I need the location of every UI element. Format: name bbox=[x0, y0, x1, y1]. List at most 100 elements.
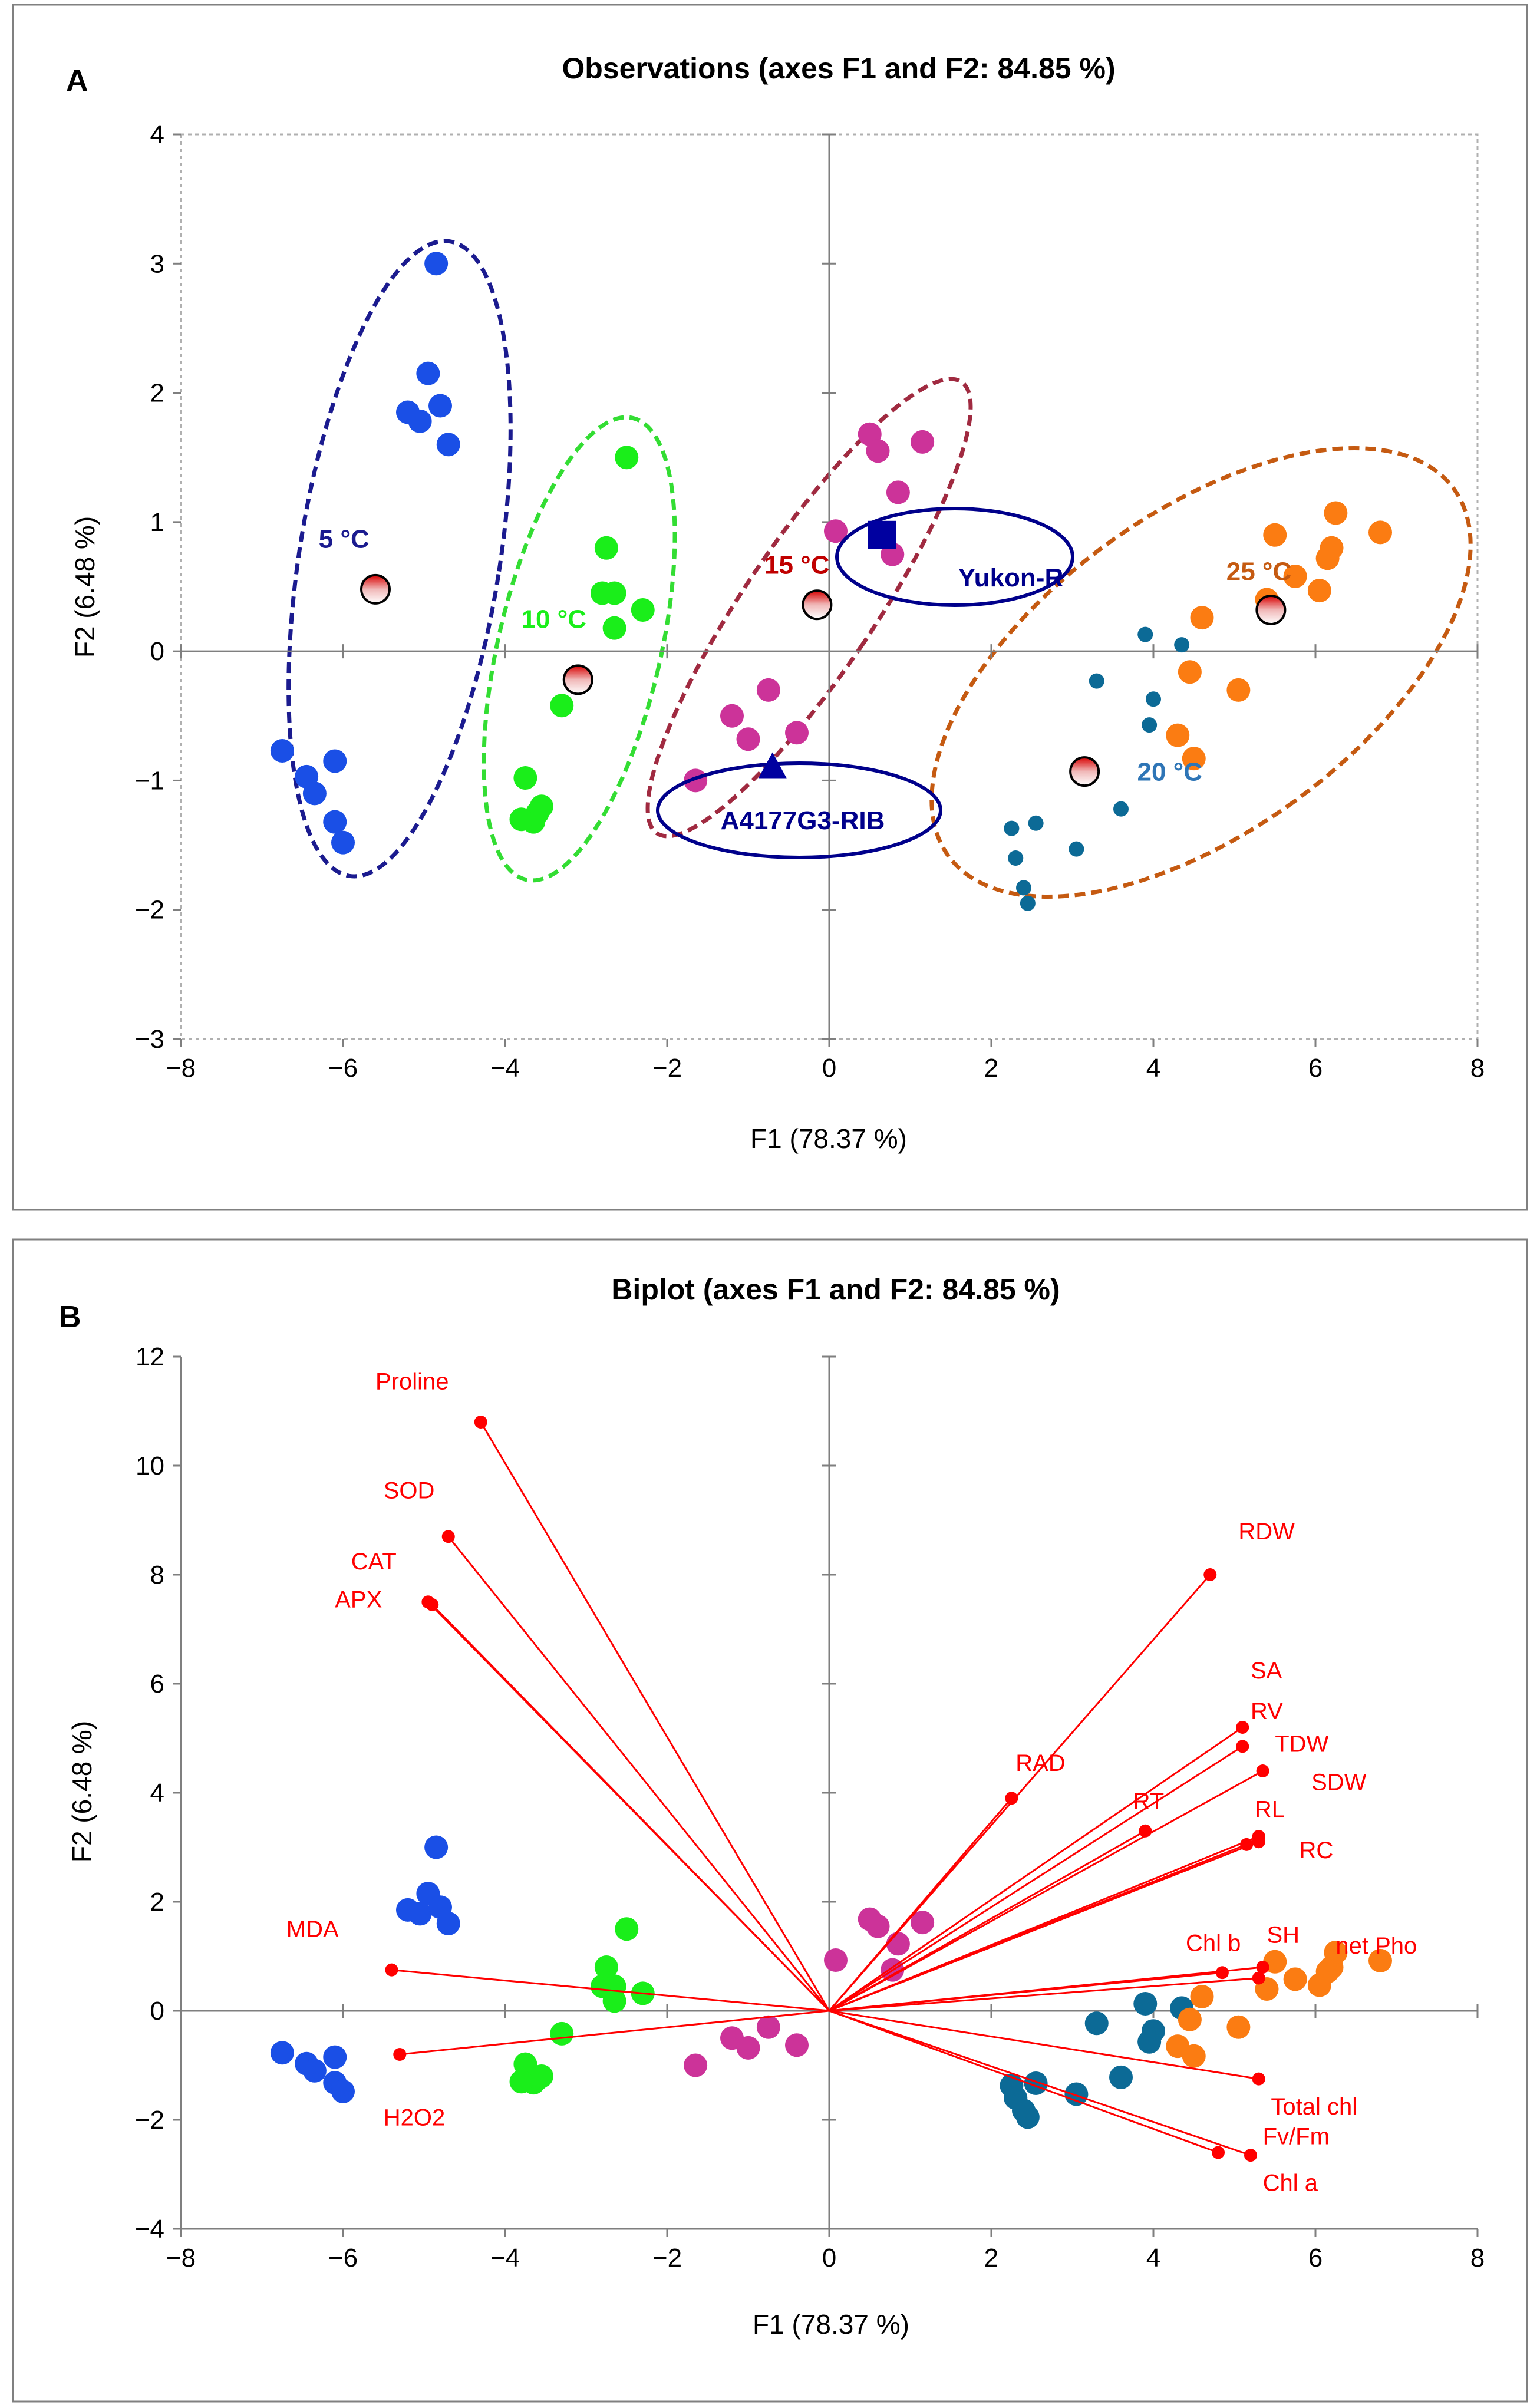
data-point-25c bbox=[1226, 678, 1251, 702]
loading-vector-line bbox=[829, 1977, 1259, 2012]
data-point-20c bbox=[1008, 850, 1024, 866]
variable-label: RC bbox=[1300, 1838, 1334, 1863]
data-point-25c bbox=[1315, 546, 1340, 570]
variable-label: RL bbox=[1255, 1797, 1285, 1823]
variable-label: RT bbox=[1133, 1789, 1165, 1815]
data-point-10c bbox=[602, 616, 626, 640]
panel-a-cultivar-ovals bbox=[656, 507, 1074, 859]
loading-vector-tip bbox=[385, 1963, 398, 1977]
x-tick-label: 0 bbox=[822, 2244, 836, 2272]
cultivar-label: A4177G3-RIB bbox=[721, 806, 885, 835]
data-point-20c bbox=[1069, 841, 1084, 857]
centroid-marker bbox=[1255, 594, 1287, 625]
x-tick-label: 0 bbox=[822, 1054, 836, 1083]
data-point-25c bbox=[1283, 1967, 1307, 1991]
loading-vector-tip bbox=[1212, 2146, 1225, 2159]
data-point-10c bbox=[550, 2021, 574, 2046]
x-tick-label: 2 bbox=[984, 1054, 998, 1083]
data-point-25c bbox=[1226, 2015, 1251, 2039]
centroid-marker bbox=[1069, 756, 1100, 787]
data-point-10c bbox=[594, 536, 618, 560]
data-point-5c bbox=[436, 1912, 460, 1935]
data-point-15c bbox=[866, 1914, 890, 1938]
data-point-25c bbox=[1166, 723, 1190, 747]
data-point-25c bbox=[1263, 523, 1287, 547]
data-point-5c bbox=[331, 2079, 355, 2103]
data-point-20c bbox=[1015, 2105, 1040, 2129]
x-tick-label: 8 bbox=[1470, 2244, 1485, 2272]
group-label: 25 °C bbox=[1226, 558, 1292, 586]
data-point-5c bbox=[416, 361, 440, 385]
x-tick-label: −2 bbox=[652, 2244, 682, 2272]
data-point-15c bbox=[824, 1948, 848, 1972]
ellipse-5c bbox=[286, 239, 513, 879]
data-point-5c bbox=[270, 2041, 294, 2065]
data-point-5c bbox=[331, 830, 355, 855]
y-tick-label: 1 bbox=[150, 508, 164, 537]
variable-label: H2O2 bbox=[384, 2104, 446, 2130]
panel-b: B Biplot (axes F1 and F2: 84.85 %) −8 −6 −… bbox=[12, 1238, 1528, 2403]
y-tick-label: 0 bbox=[150, 1997, 164, 2026]
y-tick-label: 12 bbox=[136, 1342, 164, 1371]
data-point-25c bbox=[1283, 564, 1307, 588]
y-tick-label: 10 bbox=[136, 1452, 164, 1480]
y-tick-label: 4 bbox=[150, 1779, 164, 1807]
data-point-5c bbox=[302, 781, 327, 806]
loading-vector-tip bbox=[474, 1416, 487, 1429]
loading-vector-line bbox=[829, 2010, 1219, 2153]
data-point-5c bbox=[408, 1902, 432, 1926]
variable-label: TDW bbox=[1275, 1731, 1328, 1757]
data-point-20c bbox=[1024, 2071, 1048, 2096]
data-point-25c bbox=[1178, 2007, 1202, 2031]
data-point-20c bbox=[1028, 815, 1044, 831]
variable-label: SH bbox=[1267, 1922, 1300, 1948]
panel-a-letter: A bbox=[66, 64, 88, 98]
data-point-15c bbox=[785, 2033, 809, 2057]
loading-vector-tip bbox=[1236, 1721, 1249, 1734]
centroid-marker bbox=[802, 589, 833, 621]
x-tick-label: 2 bbox=[984, 2244, 998, 2272]
data-point-5c bbox=[302, 2059, 327, 2083]
variable-label: Chl a bbox=[1263, 2170, 1318, 2196]
loading-vector-line bbox=[829, 1966, 1263, 2012]
group-label: 5 °C bbox=[319, 525, 370, 554]
data-point-20c bbox=[1137, 626, 1153, 642]
data-point-20c bbox=[1089, 673, 1104, 689]
centroid-marker bbox=[360, 573, 391, 605]
data-point-5c bbox=[323, 2045, 347, 2069]
group-label: 20 °C bbox=[1137, 757, 1203, 786]
y-tick-label: −1 bbox=[135, 766, 164, 795]
loading-vector-line bbox=[829, 2010, 1251, 2156]
x-tick-label: 6 bbox=[1308, 2244, 1323, 2272]
loading-vector-line bbox=[829, 1726, 1244, 2012]
loading-vector-tip bbox=[1005, 1792, 1018, 1805]
data-point-5c bbox=[323, 749, 347, 773]
data-point-25c bbox=[1368, 1948, 1392, 1972]
data-point-25c bbox=[1190, 1984, 1214, 2008]
loading-vector-line bbox=[391, 1969, 830, 2012]
data-point-20c bbox=[1174, 637, 1190, 653]
data-point-20c bbox=[1113, 801, 1129, 817]
panel-a-group-ellipses bbox=[286, 239, 1473, 899]
group-label: 10 °C bbox=[522, 605, 587, 634]
data-point-25c bbox=[1190, 606, 1214, 630]
panel-a: A Observations (axes F1 and F2: 84.85 %)… bbox=[12, 4, 1528, 1211]
variable-label: SOD bbox=[384, 1478, 435, 1504]
y-tick-label: 3 bbox=[150, 249, 164, 278]
variable-label: Proline bbox=[375, 1369, 449, 1395]
data-point-15c bbox=[886, 1932, 910, 1956]
a4177g3-rib-oval bbox=[656, 761, 942, 859]
data-point-10c bbox=[602, 1989, 626, 2013]
data-point-5c bbox=[424, 1835, 449, 1859]
x-tick-label: −6 bbox=[328, 1054, 358, 1083]
variable-label: RDW bbox=[1238, 1519, 1295, 1545]
loading-vector-tip bbox=[393, 2048, 407, 2061]
loading-vector-tip bbox=[1252, 1835, 1265, 1849]
y-tick-label: 4 bbox=[150, 120, 164, 149]
ellipse-20-25c bbox=[929, 446, 1473, 899]
data-point-10c bbox=[615, 446, 639, 470]
panel-a-x-axis-label: F1 (78.37 %) bbox=[750, 1123, 907, 1154]
loading-vector-tip bbox=[1244, 2149, 1257, 2162]
loading-vector-line bbox=[400, 2010, 830, 2056]
